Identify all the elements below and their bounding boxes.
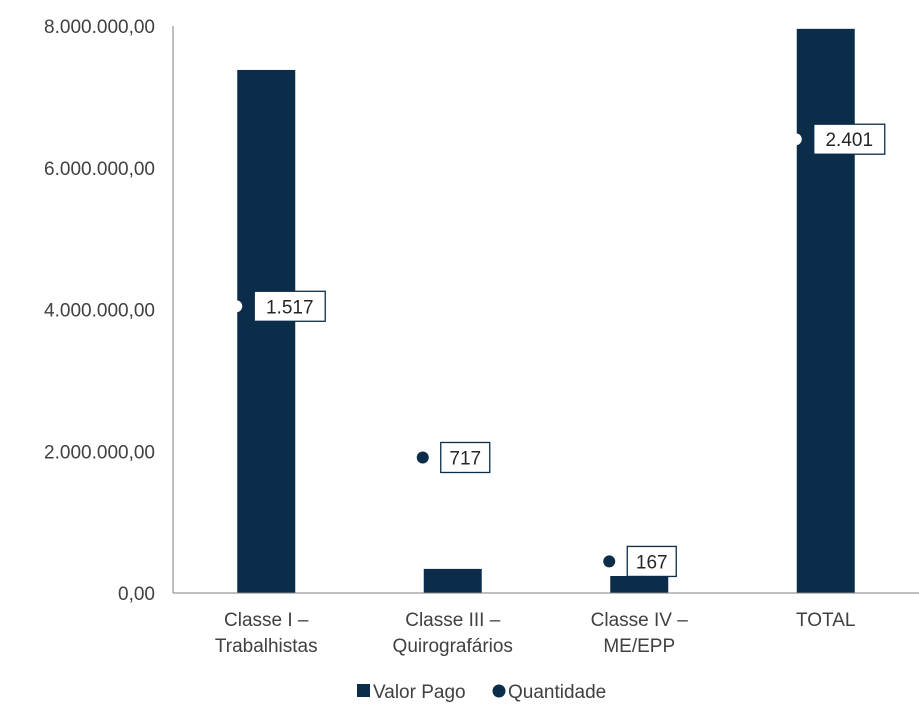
marker-quantidade (416, 451, 429, 464)
y-tick-label: 0,00 (118, 584, 155, 605)
y-axis: 0,00 2.000.000,00 4.000.000,00 6.000.000,00… (44, 17, 174, 605)
marker-quantidade (789, 133, 802, 146)
legend-label-valor-pago: Valor Pago (373, 682, 466, 703)
x-tick-label-line: Quirografários (393, 636, 513, 657)
x-tick-label: Classe III – Quirografários (393, 610, 513, 657)
bar-valor-pago (610, 575, 669, 593)
bar-series (237, 28, 855, 593)
bar-valor-pago (423, 568, 482, 593)
x-axis: Classe I – Trabalhistas Classe III – Quirog… (173, 592, 919, 657)
bar-valor-pago (237, 69, 296, 593)
x-tick-label-line: Classe III – (405, 610, 500, 631)
data-label-box (813, 123, 886, 155)
x-tick-label-line: Classe I – (224, 610, 309, 631)
x-tick-label: Classe I – Trabalhistas (215, 610, 318, 657)
data-label-box (440, 441, 491, 474)
data-label: 167 (636, 552, 668, 573)
y-tick-label: 8.000.000,00 (44, 17, 155, 38)
data-label-box (253, 290, 326, 322)
bar-valor-pago (796, 28, 855, 593)
marker-quantidade (230, 300, 243, 313)
legend: Valor Pago Quantidade (357, 682, 606, 703)
x-tick-label: Classe IV – ME/EPP (591, 610, 689, 657)
data-label: 2.401 (825, 130, 873, 151)
data-label: 1.517 (266, 297, 314, 318)
marker-series: 1.517 717 167 2.401 (230, 123, 886, 578)
legend-label-quantidade: Quantidade (508, 682, 606, 703)
x-tick-label-line: ME/EPP (603, 636, 675, 657)
y-tick-label: 4.000.000,00 (44, 301, 155, 322)
marker-quantidade (603, 555, 616, 568)
y-tick-label: 2.000.000,00 (44, 442, 155, 463)
data-label: 717 (449, 448, 481, 469)
x-tick-label: TOTAL (796, 610, 855, 631)
data-label-box (626, 545, 677, 578)
x-tick-label-line: TOTAL (796, 610, 855, 631)
y-tick-label: 6.000.000,00 (44, 159, 155, 180)
legend-bar-swatch (357, 684, 370, 697)
x-tick-label-line: Trabalhistas (215, 636, 318, 657)
x-tick-label-line: Classe IV – (591, 610, 689, 631)
legend-marker-swatch (492, 684, 506, 698)
